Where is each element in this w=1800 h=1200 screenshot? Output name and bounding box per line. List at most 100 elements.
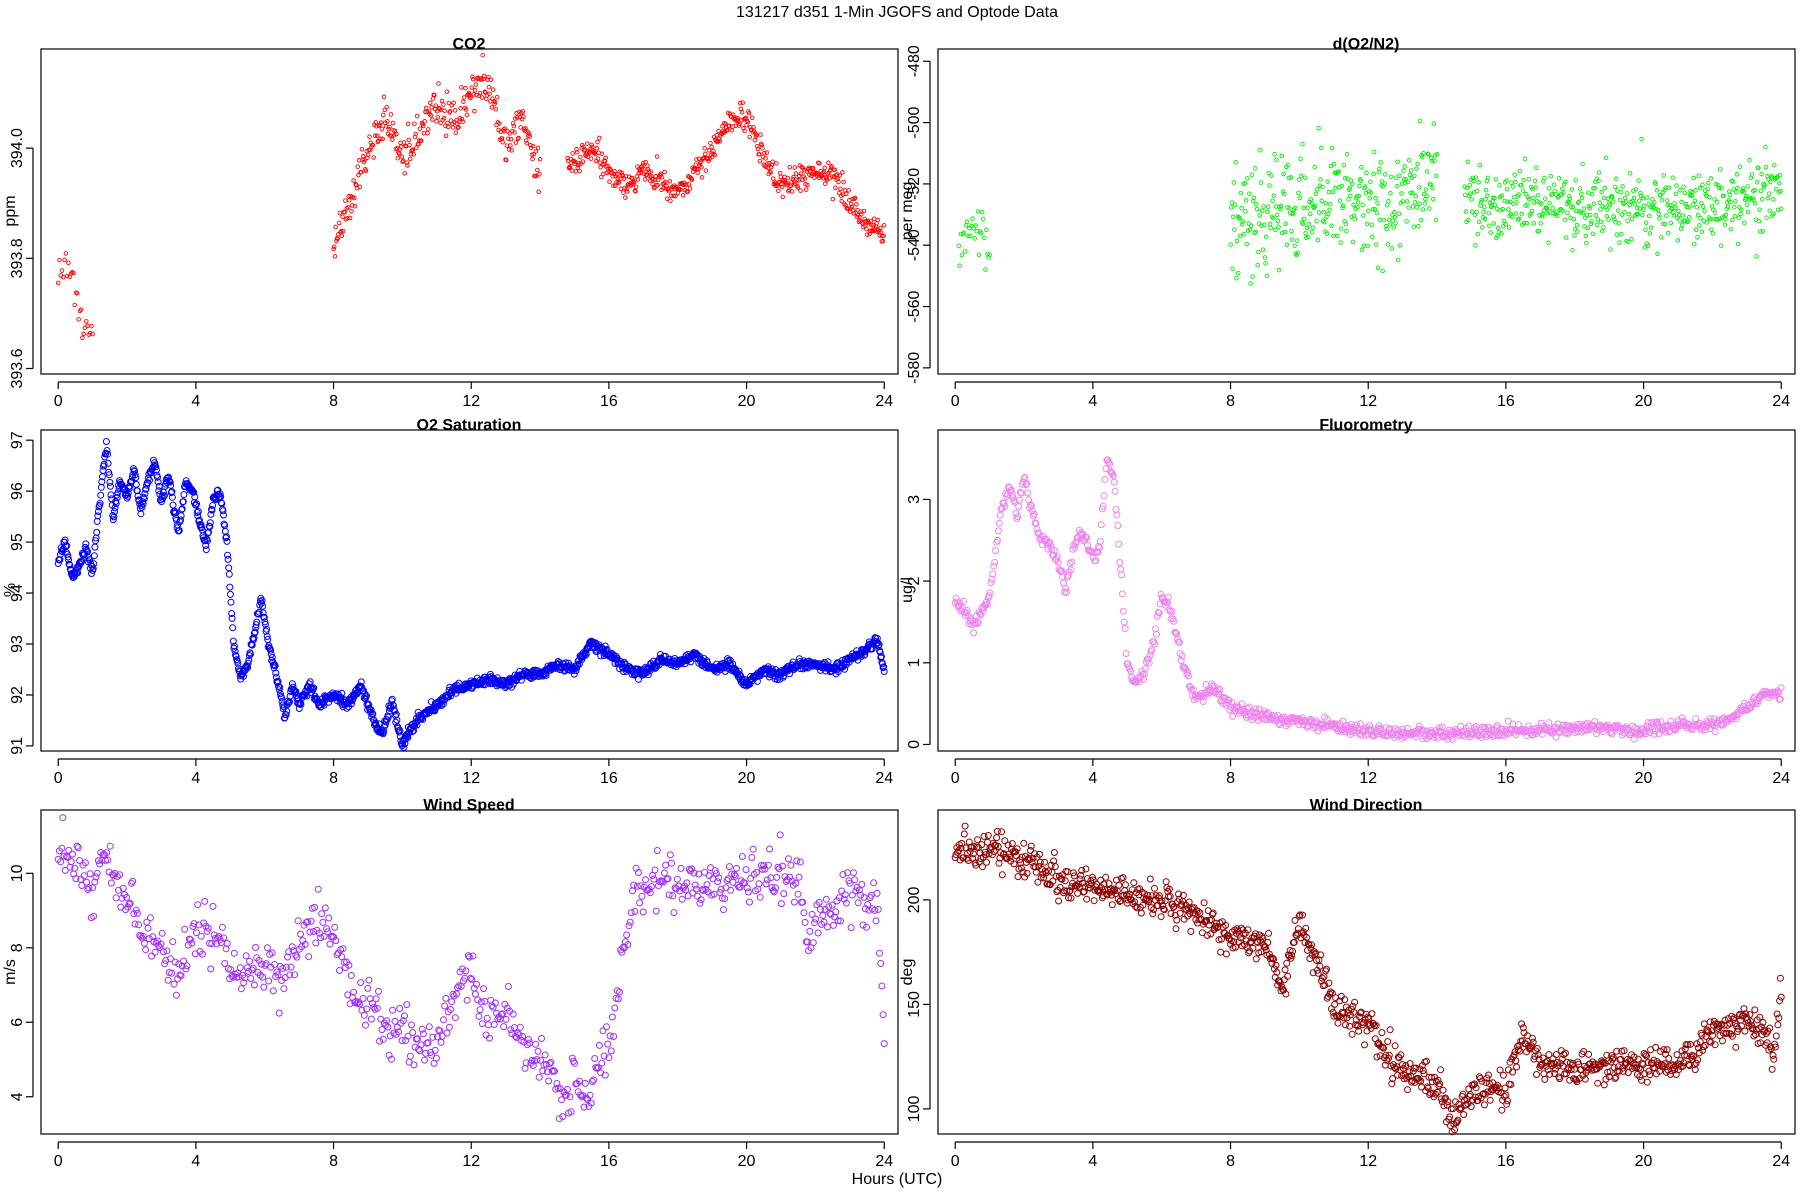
wspd-title: Wind Speed [423,797,514,814]
wspd-point [247,975,255,982]
co2-point [513,140,519,145]
do2n2-point [1233,160,1238,165]
do2n2-point [1696,173,1701,179]
x-tick-label: 8 [1226,770,1235,787]
do2n2-point [1599,189,1604,195]
fluor-ylabel: ug/l [899,577,916,603]
do2n2-point [1590,231,1596,237]
co2-point [84,319,89,324]
co2-point [830,196,836,202]
do2n2-point [1370,234,1375,240]
y-tick-label: 92 [9,686,26,704]
wspd-point [171,958,179,966]
co2-point [381,94,387,100]
co2-point [703,151,708,157]
co2-point [385,119,390,124]
co2-point [764,150,770,155]
co2-point [594,146,600,151]
wspd-point [336,967,343,974]
do2n2-point [1486,210,1491,216]
wspd-point [74,844,82,852]
wspd-point [880,1040,888,1048]
wspd-point [310,928,317,935]
y-tick-label: 393.8 [9,238,26,278]
co2-point [361,159,367,165]
wspd-point [408,1021,415,1029]
co2-point [68,271,74,276]
do2n2-point [1338,226,1344,231]
plot-frame [937,809,1796,1135]
do2n2-point [1522,156,1528,162]
do2n2-point [1369,222,1374,227]
wspd-point [727,886,735,894]
co2-point [395,155,401,161]
wspd-point [146,914,154,922]
co2-point [664,196,670,202]
do2n2-point [1617,197,1623,202]
do2n2-point [1383,172,1388,177]
do2n2-point [1692,242,1697,247]
co2-point [668,198,673,204]
y-tick-label: 4 [9,1092,26,1101]
do2n2-point [975,209,981,214]
do2n2-point [1418,217,1424,223]
wspd-point [696,899,704,907]
do2n2-point [1231,180,1237,185]
do2n2-point [1257,213,1262,218]
wspd-point [876,949,883,957]
co2-point [572,161,577,167]
co2-point [739,110,745,115]
co2-point [762,150,767,156]
do2n2-point [1643,227,1648,233]
do2n2-point [1302,216,1307,222]
do2n2-point [1532,178,1538,184]
co2-point [476,77,481,82]
wspd-point [738,853,746,861]
co2-point [607,179,612,184]
do2n2-point [1718,167,1723,172]
o2sat-point [93,528,101,536]
do2n2-point [1570,247,1575,253]
do2n2-point [1431,121,1437,126]
do2n2-point [1495,225,1501,231]
x-tick-label: 4 [191,393,200,410]
wspd-point [801,918,809,926]
co2-point [663,179,668,185]
do2n2-point [1482,204,1487,210]
co2-point [472,88,478,93]
co2-point [681,182,686,188]
do2n2-point [1595,217,1601,222]
do2n2-point [1261,204,1266,209]
co2-point [335,236,340,242]
co2-point [737,100,743,106]
do2n2-point [1318,145,1324,151]
do2n2-point [1462,192,1468,198]
do2n2-point [1574,222,1580,228]
wspd-point [107,879,115,887]
wdir-point [993,834,1001,842]
co2-point [632,188,638,193]
co2-point [81,331,86,337]
do2n2-point [1483,197,1488,202]
co2-point [390,120,396,126]
wspd-point [870,879,878,887]
wspd-point [164,976,172,984]
do2n2-point [1271,193,1277,198]
wspd-point [623,931,631,939]
wspd-point [80,872,88,880]
co2-point [749,115,755,120]
do2n2-point [1371,171,1376,177]
wspd-point [367,1015,375,1023]
co2-point [486,74,491,80]
fluor-point [1152,630,1160,638]
do2n2-point [1722,222,1728,227]
do2n2-point [1333,185,1338,191]
do2n2-point [1754,180,1760,185]
wspd-point [697,896,705,904]
co2-point [497,121,502,126]
do2n2-point [1764,215,1769,220]
co2-point [360,154,366,159]
co2-point [755,146,761,152]
